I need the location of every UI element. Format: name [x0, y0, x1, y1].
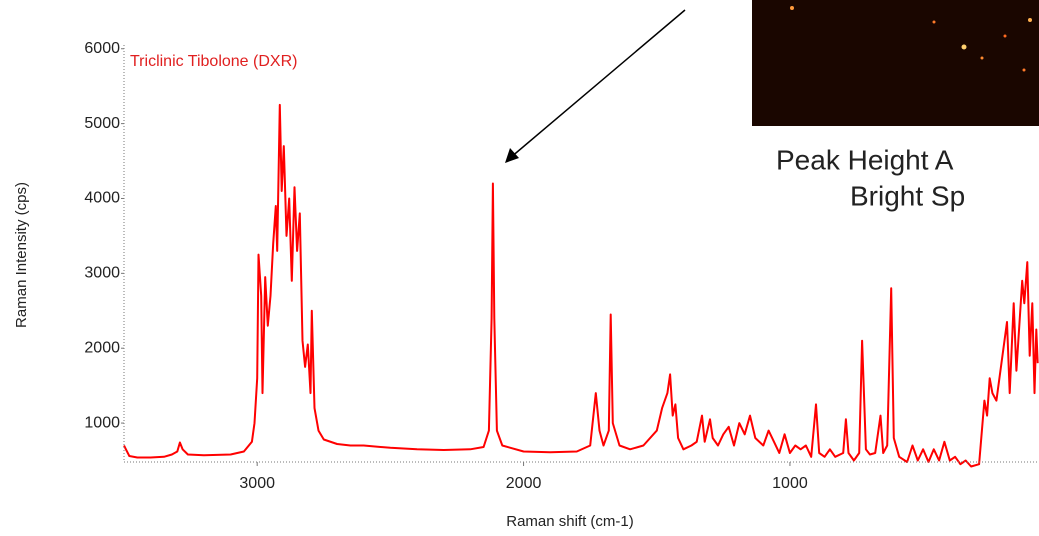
x-tick-label: 3000 — [239, 475, 275, 492]
x-axis-label: Raman shift (cm-1) — [506, 513, 634, 530]
x-tick-label: 1000 — [772, 475, 808, 492]
y-axis-label: Raman Intensity (cps) — [13, 182, 30, 328]
arrow — [509, 9, 686, 159]
y-tick-label: 5000 — [84, 115, 120, 132]
spectrum-line — [123, 103, 1039, 468]
annotation: Peak Height A — [776, 144, 954, 175]
annotation: Bright Sp — [850, 180, 965, 211]
y-tick-label: 6000 — [84, 40, 120, 57]
bright-spot — [1028, 18, 1032, 22]
y-tick-label: 4000 — [84, 190, 120, 207]
bright-spot — [932, 20, 936, 24]
y-tick-label: 2000 — [84, 339, 120, 356]
bright-spot — [961, 44, 967, 50]
map-image — [752, 0, 1039, 126]
bright-spot — [980, 56, 984, 60]
bright-spot — [1022, 68, 1026, 72]
y-tick-label: 3000 — [84, 265, 120, 282]
x-tick-label: 2000 — [506, 475, 542, 492]
chart-title: Triclinic Tibolone (DXR) — [130, 53, 297, 70]
y-tick-label: 1000 — [84, 414, 120, 431]
bright-spot — [790, 6, 794, 10]
bright-spot — [1003, 34, 1007, 38]
arrow-head — [505, 148, 519, 163]
